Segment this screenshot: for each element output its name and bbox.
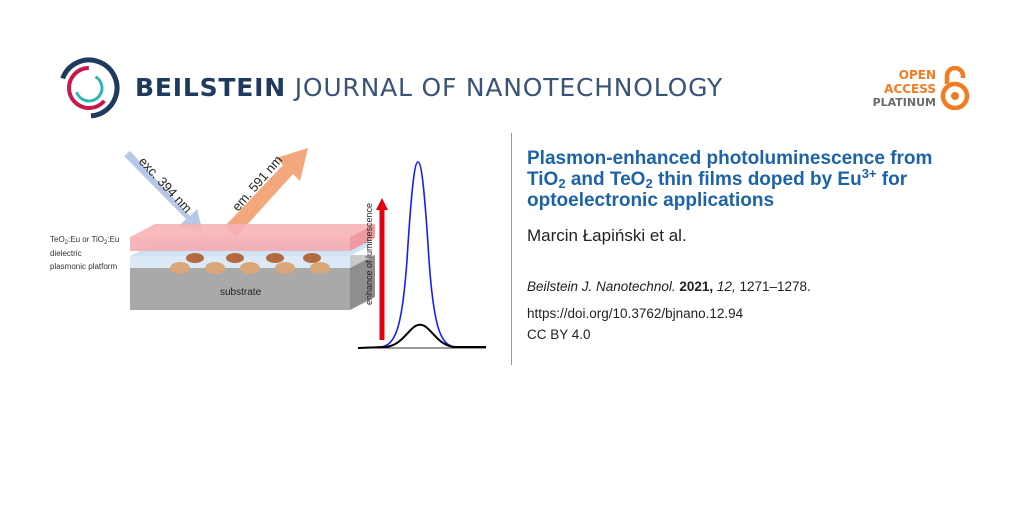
article-authors: Marcin Łapiński et al. <box>527 226 687 245</box>
excitation-label: exc. 394 nm <box>136 154 195 216</box>
dielectric-label: dielectric <box>50 249 82 258</box>
citation-journal: Beilstein J. Nanotechnol. <box>527 279 676 294</box>
journal-name-rest: JOURNAL OF NANOTECHNOLOGY <box>294 73 724 102</box>
beilstein-logo <box>58 57 120 119</box>
citation-volume: 12, <box>716 279 736 294</box>
emission-arrow <box>225 148 308 237</box>
film-label: TeO2:Eu or TiO2:Eu <box>50 235 119 246</box>
nanoparticles <box>170 253 330 274</box>
article-title: Plasmon-enhanced photoluminescence from … <box>527 148 933 211</box>
article-citation: Beilstein J. Nanotechnol. 2021, 12, 1271… <box>527 279 811 294</box>
film-layer-top <box>130 224 375 237</box>
enhancement-label: enhance of luminescence <box>364 203 374 305</box>
open-access-label: OPEN ACCESS PLATINUM <box>873 68 936 110</box>
substrate-side <box>350 255 375 310</box>
divider-line <box>511 133 512 365</box>
enhanced-emission-curve <box>357 161 486 349</box>
citation-pages: 1271–1278. <box>739 279 811 294</box>
spectrum-plot: enhance of luminescence <box>357 161 486 349</box>
graphical-abstract: exc. 394 nm em. 591 nm substrate TeO2:Eu… <box>50 148 486 349</box>
citation-year: 2021, <box>679 279 714 294</box>
substrate-label: substrate <box>220 287 262 298</box>
film-layer <box>130 237 350 251</box>
article-license: CC BY 4.0 <box>527 327 591 342</box>
enhancement-arrow-head <box>376 198 388 210</box>
oa-line-platinum: PLATINUM <box>872 96 936 109</box>
open-access-lock-icon <box>940 66 970 110</box>
film-layer-side <box>350 224 375 251</box>
platform-label: plasmonic platform <box>50 262 117 271</box>
excitation-arrow <box>122 151 203 233</box>
reference-emission-curve <box>357 323 486 349</box>
oa-line-access: ACCESS <box>884 82 936 96</box>
substrate-block <box>130 268 350 310</box>
journal-title: BEILSTEIN JOURNAL OF NANOTECHNOLOGY <box>135 73 723 102</box>
article-doi[interactable]: https://doi.org/10.3762/bjnano.12.94 <box>527 306 744 321</box>
oa-line-open: OPEN <box>898 68 936 82</box>
journal-name-bold: BEILSTEIN <box>135 73 286 102</box>
